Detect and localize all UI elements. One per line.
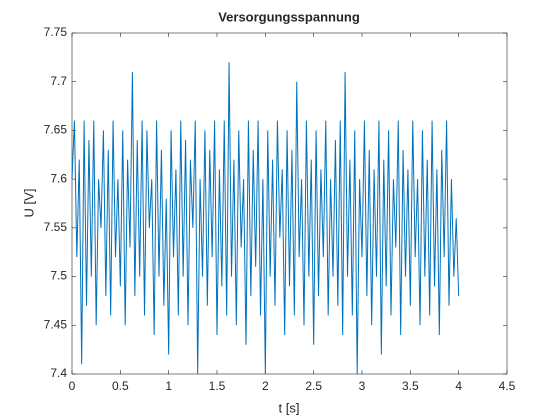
- data-line: [71, 62, 460, 375]
- x-tick-label: 0: [69, 379, 76, 393]
- x-tick-label: 2.5: [305, 379, 322, 393]
- x-tick-label: 4: [455, 379, 462, 393]
- x-tick-label: 1: [165, 379, 172, 393]
- x-axis-label: t [s]: [279, 400, 300, 415]
- x-tick-label: 2: [262, 379, 269, 393]
- x-tick-label: 4.5: [499, 379, 516, 393]
- x-tick-label: 0.5: [112, 379, 129, 393]
- chart-title: Versorgungsspannung: [218, 9, 360, 24]
- y-tick-label: 7.55: [44, 220, 68, 234]
- y-tick-label: 7.7: [50, 74, 67, 88]
- y-tick-label: 7.65: [44, 123, 68, 137]
- x-tick-label: 3: [359, 379, 366, 393]
- y-tick-label: 7.6: [50, 171, 67, 185]
- y-tick-label: 7.75: [44, 25, 68, 39]
- axes-box: [71, 32, 508, 375]
- x-tick-label: 3.5: [402, 379, 419, 393]
- y-tick-label: 7.45: [44, 317, 68, 331]
- y-axis-label: U [V]: [21, 189, 36, 218]
- y-tick-label: 7.4: [50, 366, 67, 380]
- y-tick-label: 7.5: [50, 269, 67, 283]
- x-tick-label: 1.5: [209, 379, 226, 393]
